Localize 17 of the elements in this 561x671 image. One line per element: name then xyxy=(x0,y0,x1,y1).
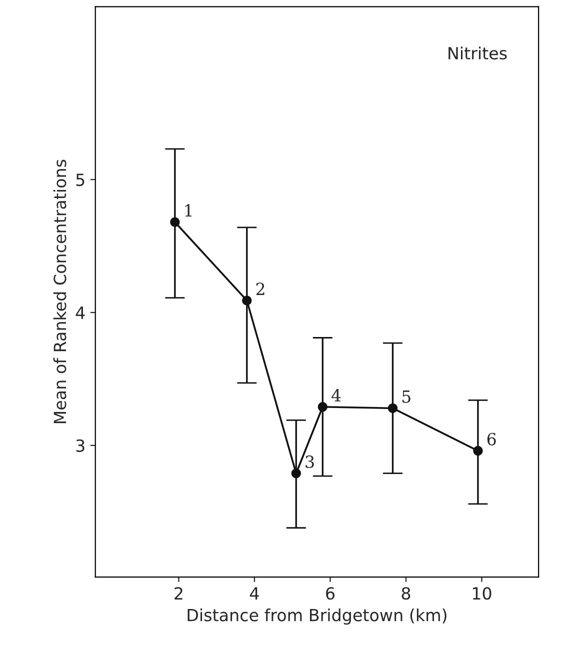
annotation: 2 xyxy=(256,282,264,295)
x-tick-label: 8 xyxy=(402,587,410,600)
annotation: 4 xyxy=(331,388,341,402)
x-axis-title: Distance from Bridgetown (km) xyxy=(188,608,446,625)
annotation: 3 xyxy=(306,455,314,468)
x-tick-label: 10 xyxy=(472,587,492,600)
y-tick-label: 3 xyxy=(76,439,84,452)
x-tick-label: 2 xyxy=(174,587,182,600)
x-tick-label: 4 xyxy=(250,587,259,600)
annotation: 6 xyxy=(487,432,496,446)
annotation: Nitrites xyxy=(448,46,507,60)
x-tick-label: 6 xyxy=(326,587,334,600)
y-tick-label: 4 xyxy=(76,306,85,319)
annotation: 1 xyxy=(185,204,192,217)
y-axis-title: Mean of Ranked Concentrations xyxy=(53,160,66,424)
y-tick-label: 5 xyxy=(76,174,84,186)
annotation: 5 xyxy=(402,390,410,403)
